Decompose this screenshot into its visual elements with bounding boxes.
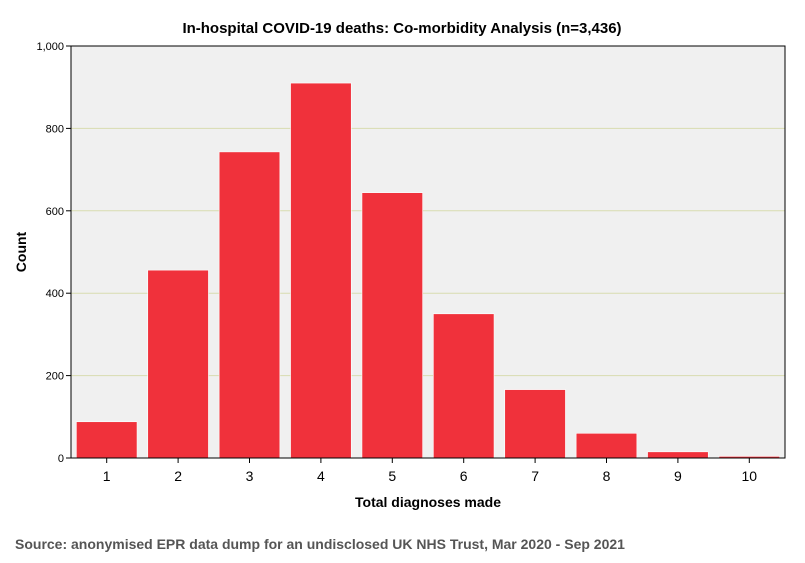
bar (147, 269, 209, 459)
x-tick-label: 7 (531, 468, 539, 484)
y-tick-labels: 0 200 400 600 800 1,000 (36, 41, 64, 465)
x-tick-label: 5 (388, 468, 396, 484)
x-axis-label: Total diagnoses made (355, 494, 501, 510)
bar (290, 82, 352, 459)
y-axis-label: Count (13, 231, 29, 272)
y-tick-label: 200 (46, 371, 64, 383)
axes (66, 45, 786, 463)
source-note: Source: anonymised EPR data dump for an … (15, 536, 625, 552)
x-tick-label: 4 (317, 468, 325, 484)
bars (76, 82, 780, 459)
bar (361, 192, 423, 459)
y-tick-label: 0 (58, 453, 64, 465)
bar (433, 313, 495, 459)
bar (76, 421, 138, 459)
chart-title: In-hospital COVID-19 deaths: Co-morbidit… (182, 20, 621, 37)
x-tick-label: 2 (174, 468, 182, 484)
y-tick-label: 800 (46, 123, 64, 135)
x-tick-label: 3 (246, 468, 254, 484)
x-tick-label: 6 (460, 468, 468, 484)
x-tick-labels: 1 2 3 4 5 6 7 8 9 10 (103, 468, 757, 484)
bar (647, 451, 709, 459)
plot-frame (70, 45, 786, 459)
bar (575, 432, 638, 459)
x-tick-label: 9 (674, 468, 682, 484)
y-tick-label: 400 (46, 288, 64, 300)
bar (218, 151, 281, 459)
x-tick-label: 8 (603, 468, 611, 484)
x-tick-label: 10 (742, 468, 758, 484)
bar (504, 389, 566, 459)
y-tick-label: 1,000 (36, 41, 64, 53)
x-tick-label: 1 (103, 468, 111, 484)
y-tick-label: 600 (46, 206, 64, 218)
